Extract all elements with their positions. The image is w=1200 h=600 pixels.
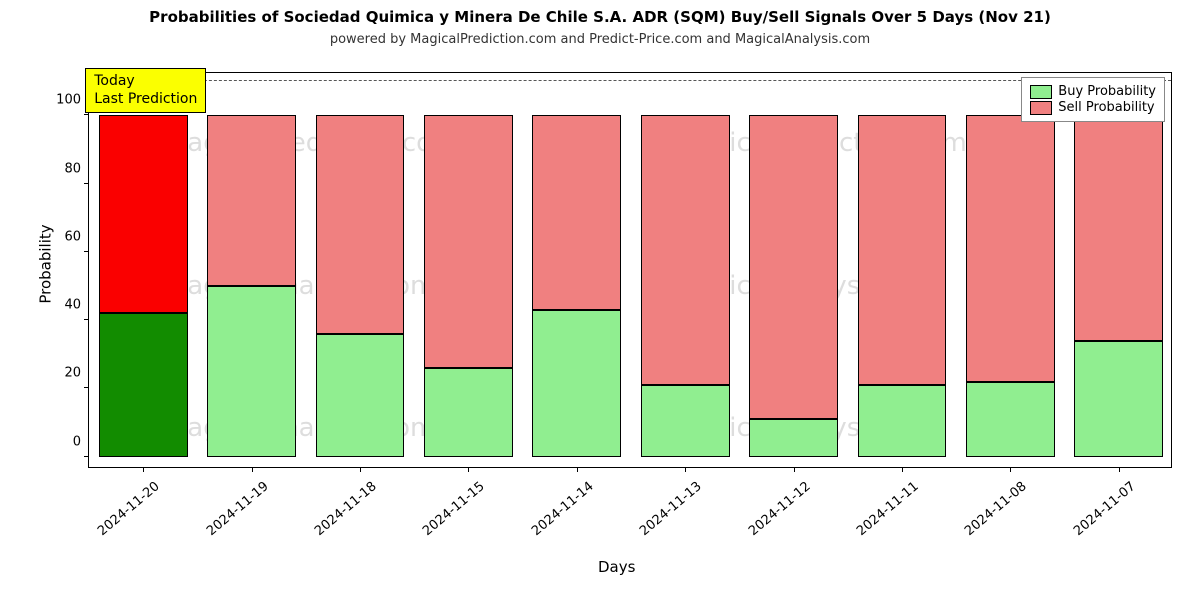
bar-sell [99, 115, 188, 313]
y-tick-mark [84, 319, 89, 320]
x-tick-mark [143, 467, 144, 472]
bar-sell [207, 115, 296, 286]
y-tick-mark [84, 183, 89, 184]
bar-buy [641, 385, 730, 457]
y-tick-mark [84, 387, 89, 388]
y-tick-label: 100 [56, 93, 81, 108]
bar-group [966, 71, 1055, 467]
x-tick-mark [794, 467, 795, 472]
x-tick-mark [577, 467, 578, 472]
bar-sell [1074, 115, 1163, 340]
x-tick-label: 2024-11-11 [851, 479, 922, 542]
bar-sell [424, 115, 513, 368]
x-tick-mark [902, 467, 903, 472]
y-axis-label: Probability [37, 224, 55, 303]
bar-sell [316, 115, 405, 333]
bar-buy [316, 334, 405, 457]
bar-group [641, 71, 730, 467]
bar-buy [858, 385, 947, 457]
legend-swatch [1030, 101, 1052, 115]
x-tick-label: 2024-11-20 [92, 479, 163, 542]
x-tick-mark [1010, 467, 1011, 472]
bar-group [99, 71, 188, 467]
x-tick-label: 2024-11-18 [309, 479, 380, 542]
bar-buy [532, 310, 621, 457]
bar-sell [641, 115, 730, 385]
y-tick-label: 40 [64, 298, 81, 313]
legend-item: Sell Probability [1030, 100, 1156, 115]
bar-group [749, 71, 838, 467]
bar-sell [966, 115, 1055, 381]
bar-group [424, 71, 513, 467]
y-tick-label: 60 [64, 229, 81, 244]
plot-area: MagicalPrediction.comMagicalPrediction.c… [88, 72, 1172, 468]
bar-buy [966, 382, 1055, 457]
bar-group [858, 71, 947, 467]
x-tick-mark [468, 467, 469, 472]
x-tick-label: 2024-11-13 [634, 479, 705, 542]
legend-item: Buy Probability [1030, 84, 1156, 99]
bar-group [1074, 71, 1163, 467]
bar-group [532, 71, 621, 467]
y-tick-label: 0 [73, 434, 81, 449]
x-tick-mark [685, 467, 686, 472]
y-tick-mark [84, 456, 89, 457]
bar-buy [99, 313, 188, 456]
x-tick-mark [1119, 467, 1120, 472]
x-tick-label: 2024-11-15 [417, 479, 488, 542]
x-tick-label: 2024-11-19 [200, 479, 271, 542]
legend-swatch [1030, 85, 1052, 99]
chart-title: Probabilities of Sociedad Quimica y Mine… [0, 8, 1200, 26]
legend-label: Buy Probability [1058, 84, 1156, 99]
bar-buy [749, 419, 838, 457]
bar-group [207, 71, 296, 467]
y-tick-mark [84, 251, 89, 252]
x-tick-label: 2024-11-14 [526, 479, 597, 542]
bar-sell [749, 115, 838, 419]
x-tick-label: 2024-11-12 [742, 479, 813, 542]
y-tick-label: 80 [64, 161, 81, 176]
chart-subtitle: powered by MagicalPrediction.com and Pre… [0, 32, 1200, 47]
x-tick-mark [252, 467, 253, 472]
y-tick-label: 20 [64, 366, 81, 381]
chart-container: Probabilities of Sociedad Quimica y Mine… [0, 0, 1200, 600]
bar-sell [532, 115, 621, 310]
x-tick-label: 2024-11-08 [959, 479, 1030, 542]
legend-label: Sell Probability [1058, 100, 1154, 115]
bar-group [316, 71, 405, 467]
bar-buy [1074, 341, 1163, 457]
y-tick-mark [84, 114, 89, 115]
x-tick-label: 2024-11-07 [1068, 479, 1139, 542]
bar-buy [424, 368, 513, 457]
legend: Buy ProbabilitySell Probability [1021, 77, 1165, 122]
bar-sell [858, 115, 947, 385]
today-annotation: Today Last Prediction [85, 68, 206, 113]
x-tick-mark [360, 467, 361, 472]
bar-buy [207, 286, 296, 457]
x-axis-label: Days [598, 558, 635, 576]
